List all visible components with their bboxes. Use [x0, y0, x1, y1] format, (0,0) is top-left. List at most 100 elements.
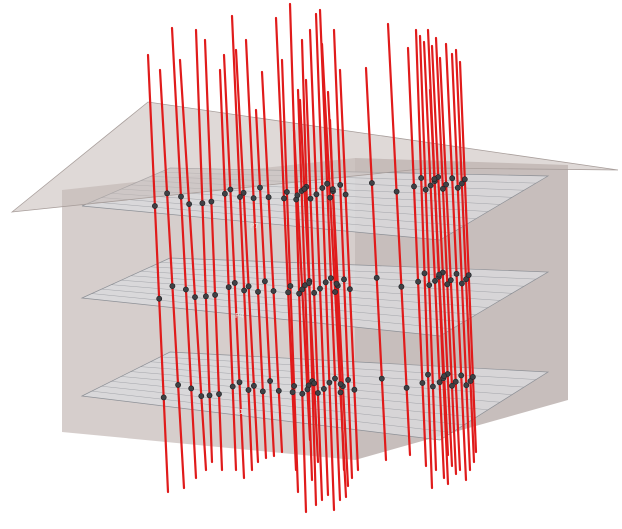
- connection-node-132: [441, 373, 447, 379]
- connection-node-31: [265, 194, 272, 201]
- rod-23: [332, 28, 354, 480]
- connection-node-2: [156, 295, 163, 302]
- connection-node-76: [393, 188, 400, 195]
- rod-18: [308, 28, 330, 497]
- rod-3: [170, 26, 198, 480]
- rod-25: [364, 66, 388, 462]
- connection-node-121: [221, 190, 228, 197]
- connection-node-3: [160, 394, 167, 401]
- connection-node-104: [453, 270, 460, 277]
- rod-14: [288, 2, 308, 514]
- connection-node-9: [188, 385, 195, 392]
- connection-node-123: [229, 383, 236, 390]
- connection-node-42: [299, 390, 306, 397]
- connection-node-79: [411, 183, 417, 190]
- connection-node-15: [206, 392, 213, 399]
- connection-node-127: [329, 186, 336, 192]
- connection-node-27: [250, 382, 257, 389]
- connection-node-82: [418, 175, 425, 181]
- floor-rail: [91, 201, 453, 234]
- floor-rail: [101, 197, 465, 227]
- connection-node-36: [289, 389, 296, 396]
- floor-label-upper: P7: [250, 222, 259, 230]
- connection-node-112: [461, 176, 468, 183]
- rod-37: [454, 48, 476, 464]
- rod-41: [218, 68, 238, 472]
- connection-node-86: [426, 282, 433, 288]
- connection-node-109: [458, 180, 465, 187]
- connection-node-130: [431, 176, 438, 182]
- connection-node-69: [345, 376, 351, 383]
- rod-43: [328, 118, 346, 472]
- connection-node-83: [421, 270, 428, 277]
- connection-node-56: [322, 279, 329, 286]
- connection-node-7: [178, 193, 184, 200]
- connection-node-116: [299, 286, 306, 293]
- connection-node-102: [452, 378, 459, 385]
- connection-node-71: [346, 286, 353, 292]
- rod-29: [418, 34, 438, 472]
- connection-nodes: [151, 174, 476, 401]
- floor-rail: [130, 371, 501, 403]
- connection-node-39: [291, 383, 297, 389]
- connection-node-8: [182, 286, 189, 293]
- connection-node-85: [422, 186, 429, 193]
- connection-node-23: [241, 287, 247, 294]
- rod-9: [234, 48, 260, 464]
- connection-node-1: [151, 203, 158, 209]
- connection-node-19: [227, 186, 234, 193]
- connection-node-25: [240, 189, 247, 196]
- connection-node-13: [199, 200, 206, 207]
- connection-node-53: [317, 285, 323, 292]
- connection-node-41: [296, 290, 302, 297]
- connection-node-110: [463, 276, 469, 283]
- floor-rail: [91, 293, 453, 330]
- connection-node-67: [337, 181, 344, 188]
- connection-node-18: [216, 391, 222, 397]
- connection-node-129: [337, 381, 344, 387]
- connection-node-84: [425, 371, 431, 378]
- rod-28: [414, 28, 434, 490]
- connection-node-14: [202, 293, 209, 300]
- connection-node-117: [304, 386, 311, 393]
- connection-node-88: [427, 182, 434, 189]
- connection-node-128: [333, 280, 340, 287]
- rod-24: [338, 68, 360, 472]
- connection-node-118: [301, 185, 308, 192]
- connection-node-108: [463, 382, 470, 389]
- connection-node-38: [287, 283, 294, 289]
- connection-node-100: [443, 181, 449, 188]
- connection-node-103: [449, 175, 456, 182]
- connection-node-24: [245, 387, 252, 393]
- connection-node-120: [311, 380, 317, 387]
- connection-node-4: [164, 190, 170, 197]
- connection-node-62: [332, 289, 338, 295]
- rod-1: [146, 53, 170, 494]
- connection-node-72: [351, 386, 358, 393]
- connection-node-60: [332, 375, 338, 382]
- connection-node-68: [341, 276, 347, 283]
- rod-13: [280, 58, 300, 494]
- connection-node-98: [444, 281, 451, 288]
- connection-node-113: [465, 272, 472, 278]
- rod-27: [406, 46, 428, 468]
- connection-node-101: [447, 277, 454, 283]
- connection-node-74: [373, 274, 380, 281]
- floor-label-middle: P4: [235, 312, 244, 320]
- connection-node-17: [212, 291, 218, 298]
- connection-node-126: [267, 378, 273, 384]
- rod-34: [438, 56, 462, 472]
- connection-node-59: [327, 275, 334, 281]
- rod-6: [203, 38, 224, 472]
- floor-label-lower: P1: [235, 408, 244, 416]
- vertical-rods: [146, 2, 478, 514]
- connection-node-29: [255, 288, 261, 295]
- connection-node-80: [415, 278, 421, 285]
- connection-node-81: [419, 380, 426, 386]
- connection-node-131: [436, 271, 442, 278]
- connection-node-11: [192, 294, 198, 300]
- rod-4: [178, 58, 208, 472]
- connection-node-49: [307, 195, 314, 202]
- connection-node-54: [320, 385, 327, 392]
- connection-node-10: [186, 201, 192, 207]
